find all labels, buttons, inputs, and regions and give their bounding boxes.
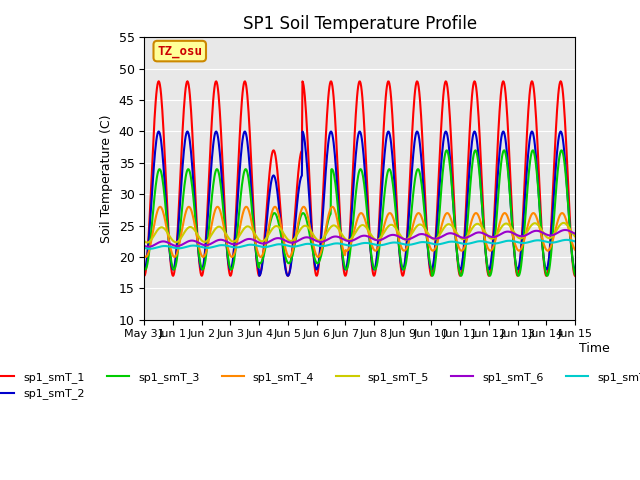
- Legend: sp1_smT_1, sp1_smT_2, sp1_smT_3, sp1_smT_4, sp1_smT_5, sp1_smT_6, sp1_smT_7: sp1_smT_1, sp1_smT_2, sp1_smT_3, sp1_smT…: [0, 368, 640, 404]
- Y-axis label: Soil Temperature (C): Soil Temperature (C): [100, 114, 113, 243]
- Text: TZ_osu: TZ_osu: [157, 45, 202, 58]
- sp1_smT_3: [141, 266, 148, 272]
- Line: sp1_smT_7: sp1_smT_7: [145, 240, 575, 249]
- sp1_smT_6: [141, 243, 148, 249]
- sp1_smT_4: [259, 251, 267, 257]
- sp1_smT_7: [571, 239, 579, 244]
- sp1_smT_3: [424, 243, 431, 249]
- sp1_smT_7: [146, 246, 154, 252]
- sp1_smT_4: [193, 231, 200, 237]
- Line: sp1_smT_3: sp1_smT_3: [145, 150, 575, 276]
- sp1_smT_2: [193, 233, 201, 239]
- sp1_smT_4: [300, 204, 307, 210]
- sp1_smT_6: [260, 240, 268, 246]
- sp1_smT_4: [425, 241, 433, 247]
- Line: sp1_smT_1: sp1_smT_1: [145, 81, 575, 276]
- sp1_smT_1: [141, 273, 148, 279]
- sp1_smT_7: [260, 244, 268, 250]
- sp1_smT_6: [571, 231, 579, 237]
- sp1_smT_6: [193, 239, 201, 245]
- sp1_smT_5: [237, 231, 244, 237]
- sp1_smT_3: [236, 199, 244, 204]
- sp1_smT_4: [141, 253, 148, 259]
- sp1_smT_5: [193, 231, 201, 237]
- sp1_smT_3: [193, 228, 200, 233]
- Title: SP1 Soil Temperature Profile: SP1 Soil Temperature Profile: [243, 15, 477, 33]
- sp1_smT_1: [571, 273, 579, 279]
- sp1_smT_3: [443, 147, 451, 153]
- sp1_smT_5: [412, 225, 420, 230]
- sp1_smT_5: [149, 235, 157, 240]
- sp1_smT_2: [571, 267, 579, 273]
- sp1_smT_1: [148, 163, 156, 168]
- sp1_smT_4: [571, 247, 579, 252]
- sp1_smT_1: [237, 114, 244, 120]
- Line: sp1_smT_2: sp1_smT_2: [145, 132, 575, 276]
- sp1_smT_7: [149, 246, 157, 252]
- sp1_smT_3: [571, 272, 579, 277]
- sp1_smT_1: [155, 78, 163, 84]
- sp1_smT_2: [155, 129, 163, 134]
- sp1_smT_5: [571, 234, 579, 240]
- sp1_smT_7: [193, 243, 201, 249]
- Line: sp1_smT_4: sp1_smT_4: [145, 207, 575, 257]
- sp1_smT_2: [148, 189, 156, 194]
- Line: sp1_smT_5: sp1_smT_5: [145, 223, 575, 242]
- sp1_smT_4: [412, 213, 420, 218]
- sp1_smT_4: [236, 223, 244, 229]
- sp1_smT_6: [237, 240, 244, 245]
- sp1_smT_5: [143, 240, 151, 245]
- sp1_smT_2: [141, 267, 148, 273]
- sp1_smT_1: [260, 247, 268, 252]
- sp1_smT_7: [141, 245, 148, 251]
- Text: Time: Time: [579, 342, 610, 355]
- sp1_smT_5: [141, 238, 148, 244]
- sp1_smT_5: [424, 231, 432, 237]
- sp1_smT_1: [193, 226, 201, 231]
- sp1_smT_6: [149, 243, 157, 249]
- sp1_smT_4: [314, 254, 322, 260]
- sp1_smT_2: [237, 154, 244, 160]
- sp1_smT_2: [260, 246, 268, 252]
- sp1_smT_3: [412, 176, 419, 181]
- sp1_smT_3: [259, 255, 267, 261]
- sp1_smT_6: [145, 244, 152, 250]
- sp1_smT_2: [425, 256, 433, 262]
- sp1_smT_1: [424, 250, 432, 256]
- sp1_smT_2: [412, 130, 420, 135]
- sp1_smT_5: [560, 220, 568, 226]
- sp1_smT_1: [412, 83, 420, 89]
- sp1_smT_6: [424, 233, 432, 239]
- sp1_smT_3: [429, 273, 436, 279]
- sp1_smT_4: [148, 234, 156, 240]
- sp1_smT_7: [237, 244, 244, 250]
- sp1_smT_7: [424, 240, 432, 246]
- sp1_smT_3: [148, 219, 156, 225]
- sp1_smT_5: [260, 238, 268, 244]
- sp1_smT_2: [255, 273, 263, 279]
- Line: sp1_smT_6: sp1_smT_6: [145, 230, 575, 247]
- sp1_smT_6: [562, 227, 570, 233]
- sp1_smT_7: [563, 237, 570, 243]
- sp1_smT_7: [412, 240, 420, 246]
- sp1_smT_6: [412, 233, 420, 239]
